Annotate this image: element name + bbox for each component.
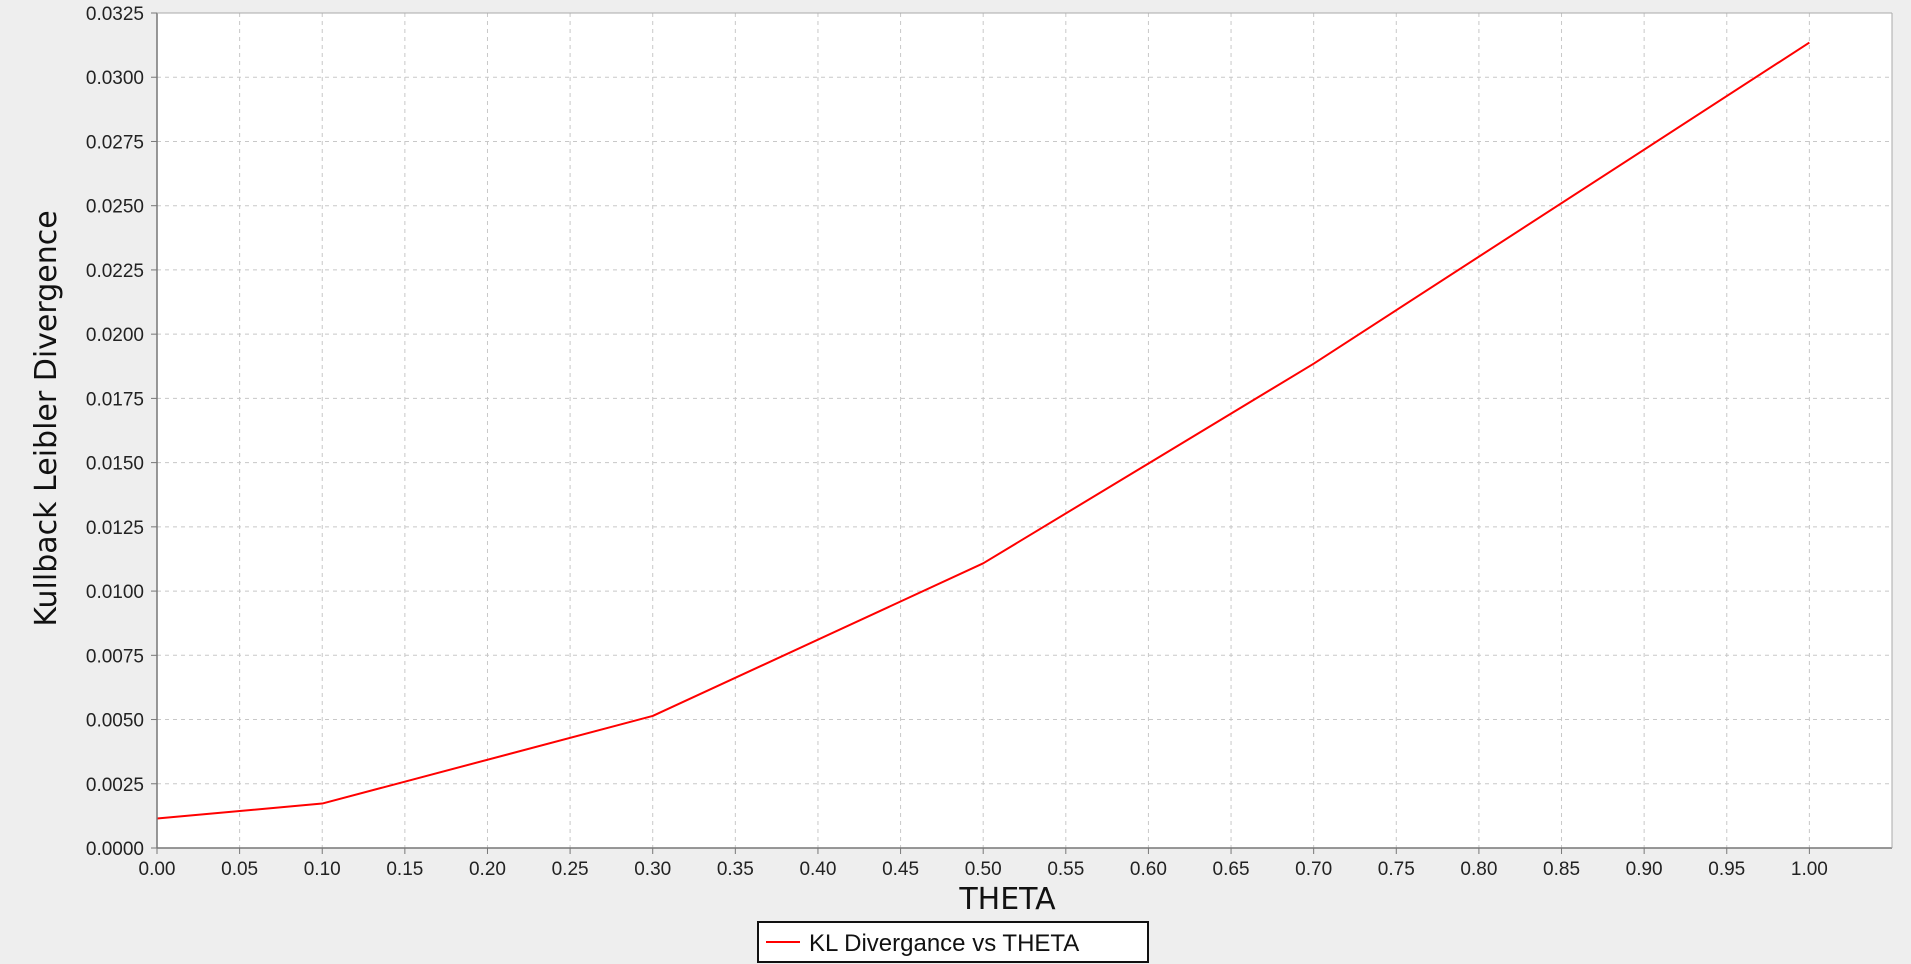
x-tick-label: 0.00 xyxy=(139,859,176,880)
x-tick-label: 0.65 xyxy=(1213,859,1250,880)
axes xyxy=(151,12,1893,854)
x-tick-labels: 0.00 0.05 0.10 0.15 0.20 0.25 0.30 0.35 0.40 0.45… xyxy=(139,859,1828,880)
y-tick-label: 0.0300 xyxy=(86,68,144,89)
x-tick-label: 0.05 xyxy=(221,859,258,880)
y-tick-label: 0.0250 xyxy=(86,197,144,218)
y-tick-label: 0.0050 xyxy=(86,711,144,732)
x-tick-label: 0.15 xyxy=(386,859,423,880)
x-tick-label: 0.70 xyxy=(1295,859,1332,880)
y-tick-label: 0.0125 xyxy=(86,518,144,539)
x-tick-label: 0.60 xyxy=(1130,859,1167,880)
y-tick-label: 0.0275 xyxy=(86,132,144,153)
y-tick-labels: 0.0000 0.0025 0.0050 0.0075 0.0100 0.0125 0.01… xyxy=(86,4,144,860)
x-tick-label: 0.30 xyxy=(634,859,671,880)
y-tick-label: 0.0200 xyxy=(86,325,144,346)
x-tick-label: 0.90 xyxy=(1626,859,1663,880)
x-tick-label: 0.85 xyxy=(1543,859,1580,880)
x-tick-label: 0.45 xyxy=(882,859,919,880)
x-tick-label: 0.55 xyxy=(1047,859,1084,880)
x-tick-label: 0.25 xyxy=(552,859,589,880)
y-tick-label: 0.0175 xyxy=(86,389,144,410)
x-tick-label: 0.35 xyxy=(717,859,754,880)
plot-background xyxy=(157,13,1892,848)
x-tick-label: 0.80 xyxy=(1460,859,1497,880)
x-tick-label: 0.40 xyxy=(799,859,836,880)
x-tick-label: 0.10 xyxy=(304,859,341,880)
legend-box xyxy=(757,921,1149,963)
series-line xyxy=(156,41,1810,820)
y-tick-label: 0.0325 xyxy=(86,4,144,25)
series-layer xyxy=(156,41,1810,820)
x-tick-label: 1.00 xyxy=(1791,859,1828,880)
x-tick-label: 0.95 xyxy=(1708,859,1745,880)
y-tick-label: 0.0100 xyxy=(86,582,144,603)
x-tick-label: 0.20 xyxy=(469,859,506,880)
x-tick-label: 0.75 xyxy=(1378,859,1415,880)
y-tick-label: 0.0225 xyxy=(86,261,144,282)
y-tick-label: 0.0025 xyxy=(86,775,144,796)
x-tick-label: 0.50 xyxy=(965,859,1002,880)
y-tick-label: 0.0075 xyxy=(86,646,144,667)
legend-label: KL Divergance vs THETA xyxy=(809,930,1079,957)
legend: KL Divergance vs THETA xyxy=(757,921,1149,963)
y-axis-title: Kullback Leibler Divergence xyxy=(29,210,64,626)
y-tick-label: 0.0000 xyxy=(86,839,144,860)
y-tick-label: 0.0150 xyxy=(86,454,144,475)
x-axis-title: THETA xyxy=(958,882,1056,917)
